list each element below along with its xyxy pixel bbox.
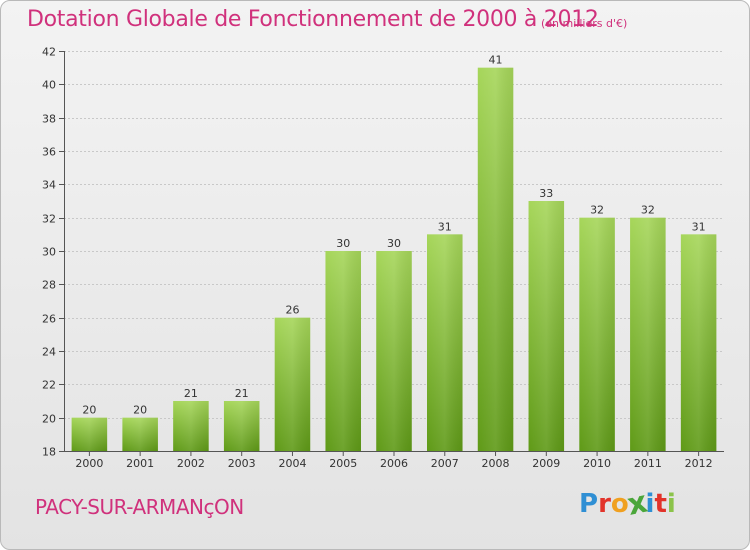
y-tick-label: 22 [42, 379, 56, 392]
x-tick-label: 2008 [482, 457, 510, 470]
bar-highlight [630, 217, 666, 451]
x-tick-label: 2004 [278, 457, 306, 470]
y-tick-label: 26 [42, 313, 56, 326]
x-tick-label: 2002 [177, 457, 205, 470]
x-tick-label: 2010 [583, 457, 611, 470]
x-tick-label: 2000 [75, 457, 103, 470]
data-label: 33 [539, 187, 553, 200]
data-label: 20 [133, 404, 147, 417]
logo-letter: i [645, 489, 655, 519]
bar-highlight [122, 417, 158, 451]
chart-title: Dotation Globale de Fonctionnement de 20… [27, 7, 599, 32]
bar-highlight [528, 201, 565, 451]
data-label: 30 [387, 237, 401, 250]
data-label: 20 [82, 404, 96, 417]
logo-letter: i [666, 489, 676, 519]
bar-highlight [579, 217, 615, 451]
commune-name: PACY-SUR-ARMANçON [35, 495, 244, 519]
y-tick-label: 32 [42, 213, 56, 226]
x-tick-label: 2011 [634, 457, 662, 470]
proxiti-logo: Proxiti [579, 485, 676, 523]
y-tick-label: 28 [42, 279, 56, 292]
bar-highlight [71, 417, 108, 451]
bar-highlight [173, 401, 209, 451]
x-tick-label: 2003 [228, 457, 256, 470]
logo-letter: o [610, 489, 629, 519]
x-tick-label: 2001 [126, 457, 154, 470]
labels: 18 20 22 24 26 28 30 32 34 36 38 40 42 20 2000 20 2001 21… [42, 46, 713, 471]
x-tick-label: 2006 [380, 457, 408, 470]
y-tick-label: 42 [42, 46, 56, 59]
logo-letter: t [654, 489, 667, 519]
axes [59, 51, 724, 456]
bars [71, 67, 717, 452]
data-label: 21 [235, 387, 249, 400]
data-label: 32 [641, 204, 655, 217]
data-label: 26 [285, 304, 299, 317]
y-tick-label: 18 [42, 446, 56, 459]
bar-highlight [274, 317, 311, 451]
x-tick-label: 2009 [532, 457, 560, 470]
y-tick-label: 30 [42, 246, 56, 259]
bar-highlight [427, 234, 463, 451]
chart-unit-label: (en milliers d'€) [541, 17, 628, 30]
y-tick-label: 20 [42, 413, 56, 426]
logo-letter: P [579, 489, 599, 519]
x-tick-label: 2012 [685, 457, 713, 470]
data-label: 21 [184, 387, 198, 400]
data-label: 31 [438, 220, 452, 233]
data-label: 32 [590, 204, 604, 217]
bar-highlight [477, 67, 514, 452]
data-label: 41 [489, 54, 503, 67]
data-label: 30 [336, 237, 350, 250]
x-tick-label: 2007 [431, 457, 459, 470]
data-label: 31 [692, 220, 706, 233]
y-tick-label: 36 [42, 146, 56, 159]
y-tick-label: 34 [42, 179, 56, 192]
y-tick-label: 40 [42, 79, 56, 92]
x-tick-label: 2005 [329, 457, 357, 470]
bar-highlight [325, 251, 361, 451]
bar-highlight [223, 401, 260, 451]
y-tick-label: 24 [42, 346, 56, 359]
bar-highlight [680, 234, 717, 451]
y-tick-label: 38 [42, 113, 56, 126]
bar-highlight [376, 251, 412, 451]
logo-letter: r [598, 489, 611, 519]
